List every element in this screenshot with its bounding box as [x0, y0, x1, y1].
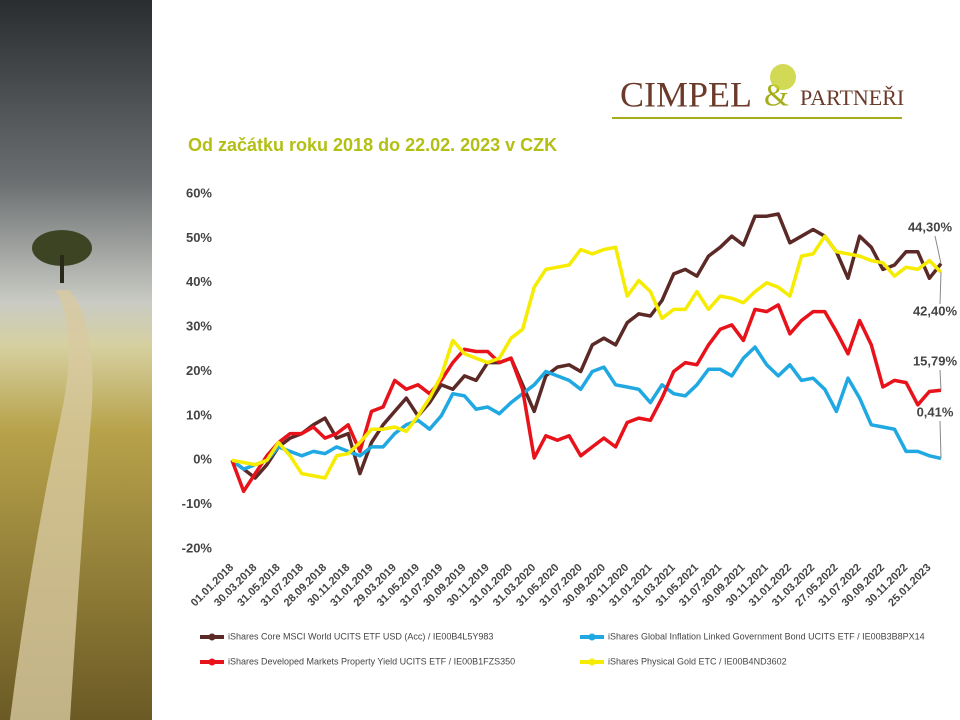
logo-leaf	[770, 64, 796, 90]
end-label: 15,79%	[913, 353, 958, 368]
y-tick-label: 60%	[186, 185, 212, 200]
y-tick-label: 50%	[186, 230, 212, 245]
legend-dot	[208, 633, 216, 641]
legend-label: iShares Developed Markets Property Yield…	[228, 656, 515, 666]
logo-partner: PARTNEŘI	[800, 85, 904, 110]
end-label: 44,30%	[908, 219, 953, 234]
end-label: 42,40%	[913, 303, 958, 318]
tree	[32, 230, 92, 266]
path-in-photo	[10, 290, 93, 720]
y-tick-label: 20%	[186, 363, 212, 378]
y-tick-label: 30%	[186, 319, 212, 334]
stripe	[152, 0, 154, 720]
end-label: 0,41%	[917, 404, 954, 419]
y-tick-label: -10%	[182, 496, 213, 511]
series-line	[230, 303, 942, 494]
legend-label: iShares Core MSCI World UCITS ETF USD (A…	[228, 631, 493, 641]
leader-line	[939, 272, 942, 305]
legend-label: iShares Global Inflation Linked Governme…	[608, 631, 925, 641]
y-tick-label: -20%	[182, 540, 213, 555]
chart-title: Od začátku roku 2018 do 22.02. 2023 v CZ…	[188, 135, 557, 155]
leader-line	[939, 420, 942, 459]
leader-line	[939, 369, 942, 391]
y-tick-label: 10%	[186, 407, 212, 422]
stripe	[165, 0, 167, 720]
legend-dot	[588, 633, 596, 641]
legend-label: iShares Physical Gold ETC / IE00B4ND3602	[608, 656, 787, 666]
y-tick-label: 0%	[193, 452, 212, 467]
legend-dot	[208, 658, 216, 666]
stripe	[157, 0, 160, 720]
stripe	[171, 0, 177, 720]
logo-name: CIMPEL	[620, 74, 752, 114]
legend-dot	[588, 658, 596, 666]
tree-trunk	[60, 255, 64, 283]
y-tick-label: 40%	[186, 274, 212, 289]
leader-line	[934, 235, 942, 264]
series-line	[230, 212, 943, 480]
series-line	[231, 234, 943, 480]
